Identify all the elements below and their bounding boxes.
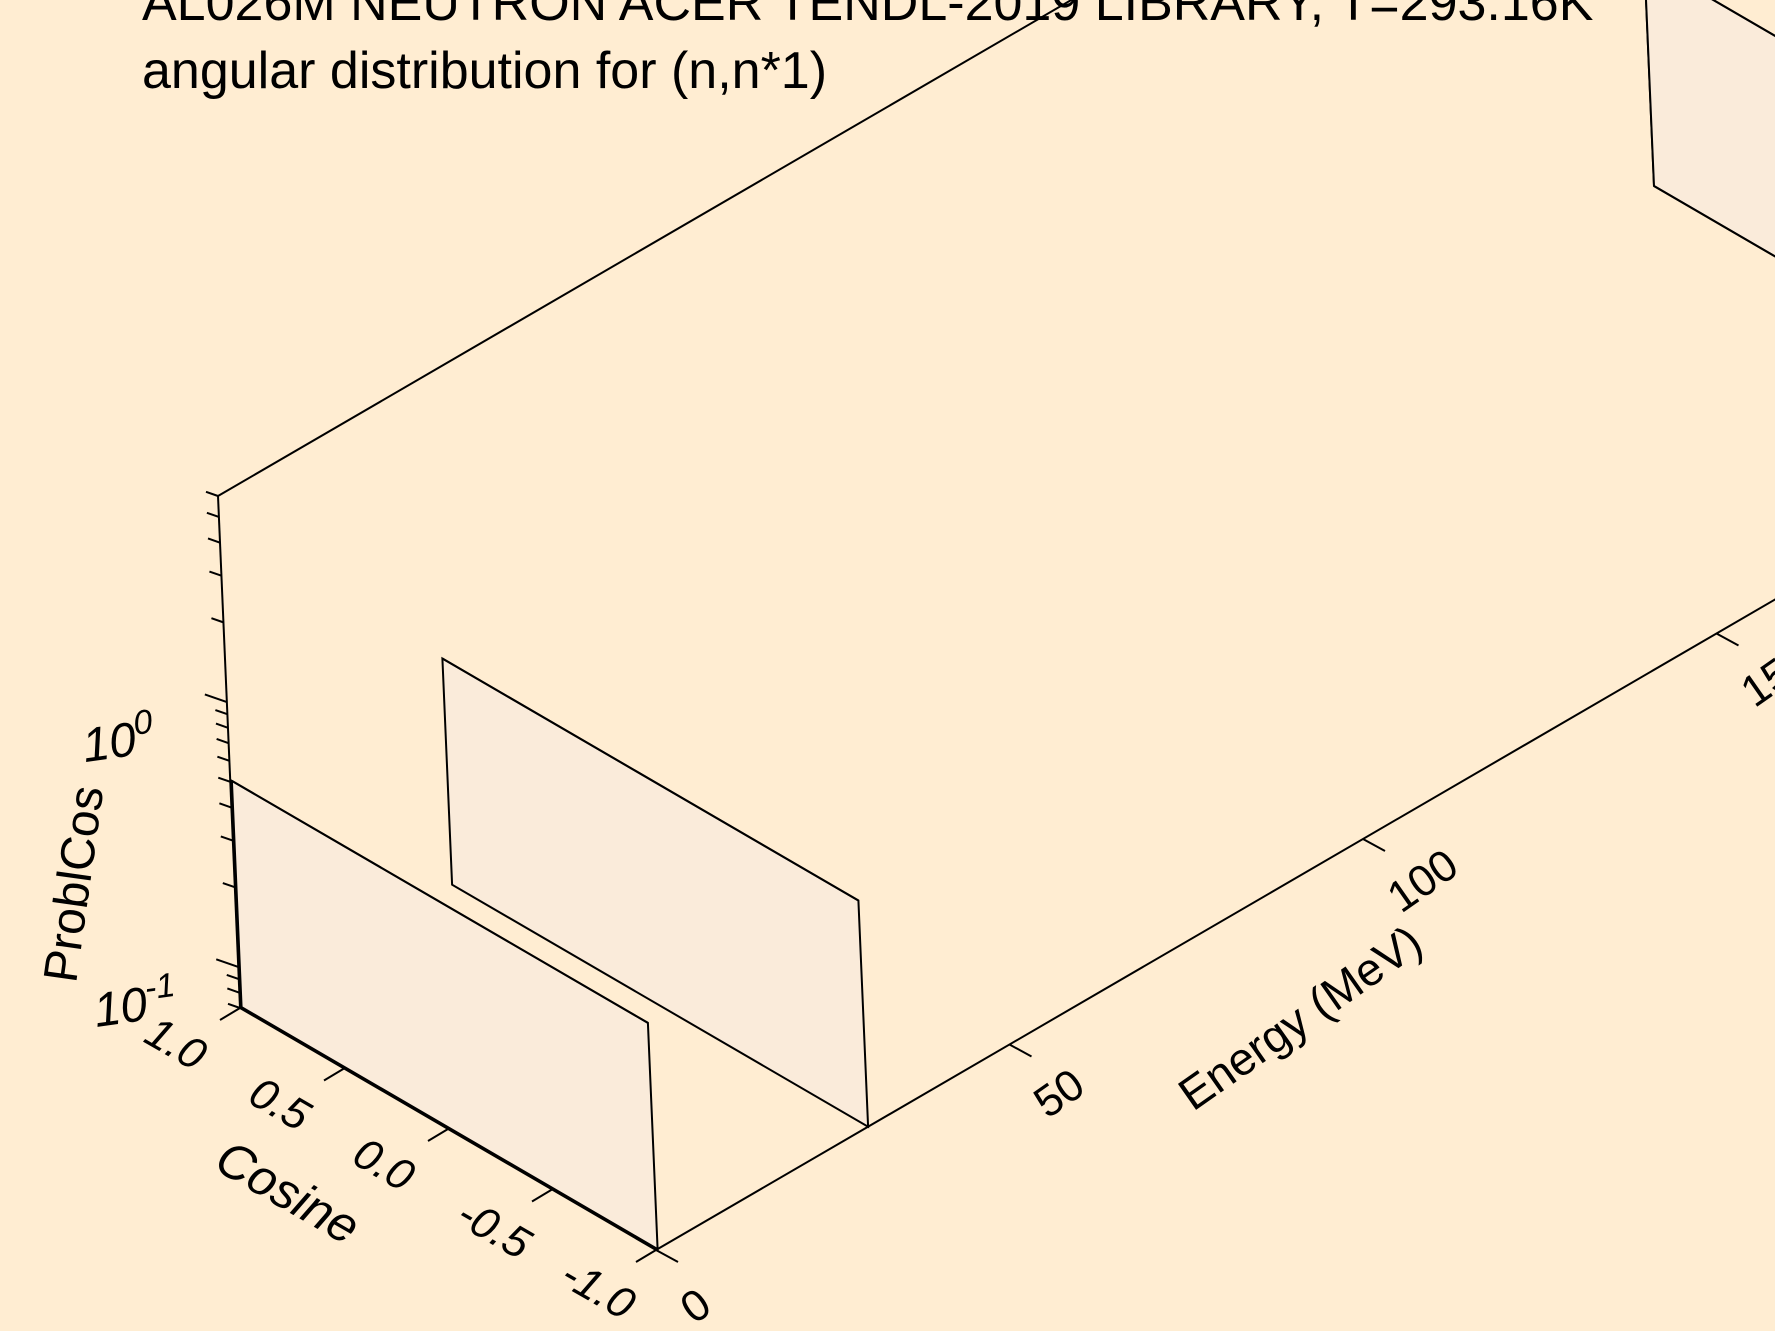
energy-tick <box>1009 1043 1032 1058</box>
probcos-major-tick <box>215 958 239 968</box>
probcos-axis-ticks: 10-1 100 <box>78 490 241 1038</box>
box-top-back-edge <box>217 0 1074 497</box>
y-axis-line <box>655 598 1775 1251</box>
probcos-minor-tick <box>205 490 219 497</box>
probcos-minor-tick <box>220 835 234 842</box>
probcos-minor-tick <box>209 570 222 577</box>
probcos-major-tick <box>204 693 228 704</box>
cosine-tick <box>323 1067 345 1082</box>
probcos-tick-label: 100 <box>78 703 158 773</box>
curtain-e200 <box>1645 0 1775 258</box>
probcos-minor-tick <box>206 511 220 518</box>
curve-segment <box>441 657 859 902</box>
data-curtains <box>230 0 1775 1251</box>
energy-tick-label: 0 <box>672 1279 720 1331</box>
probcos-minor-tick <box>222 882 236 889</box>
energy-tick-label: 100 <box>1379 840 1467 922</box>
floor-line <box>1653 185 1775 258</box>
cosine-tick <box>427 1128 449 1142</box>
cosine-tick-label: 0.5 <box>241 1068 319 1141</box>
energy-tick <box>1362 838 1386 852</box>
curve-segment <box>1711 0 1775 38</box>
energy-tick <box>655 1249 679 1263</box>
probcos-minor-tick <box>211 617 224 624</box>
probcos-minor-tick <box>207 537 221 544</box>
cosine-tick-label: -1.0 <box>553 1249 644 1330</box>
y-axis-label: Energy (MeV) <box>1169 915 1431 1120</box>
cosine-tick <box>635 1249 657 1263</box>
probcos-minor-tick <box>226 973 240 981</box>
curve-segment <box>231 780 649 1024</box>
probcos-minor-tick <box>217 776 231 783</box>
probcos-minor-tick <box>227 987 240 994</box>
probcos-tick-label: 10-1 <box>89 966 180 1038</box>
cosine-tick-label: -0.5 <box>449 1189 540 1270</box>
z-axis-label: ProblCos <box>34 783 114 986</box>
energy-tick-label: 150 <box>1732 634 1775 716</box>
probcos-minor-tick <box>227 1002 241 1009</box>
probcos-minor-tick <box>215 722 229 729</box>
x-axis-label: Cosine <box>207 1129 370 1255</box>
cosine-tick <box>219 1007 241 1021</box>
energy-tick <box>1716 632 1739 647</box>
probcos-minor-tick <box>219 802 232 809</box>
probcos-minor-tick <box>216 737 229 745</box>
probcos-minor-tick <box>217 755 230 762</box>
probcos-minor-tick <box>215 709 228 716</box>
cosine-tick <box>531 1188 553 1203</box>
z-axis-line <box>217 495 241 1009</box>
energy-tick-label: 50 <box>1025 1059 1093 1127</box>
chart-title: AL026M NEUTRON ACER TENDL-2019 LIBRARY, … <box>142 0 1594 32</box>
chart-subtitle: angular distribution for (n,n*1) <box>142 42 827 100</box>
cosine-tick-label: 0.0 <box>345 1128 423 1201</box>
